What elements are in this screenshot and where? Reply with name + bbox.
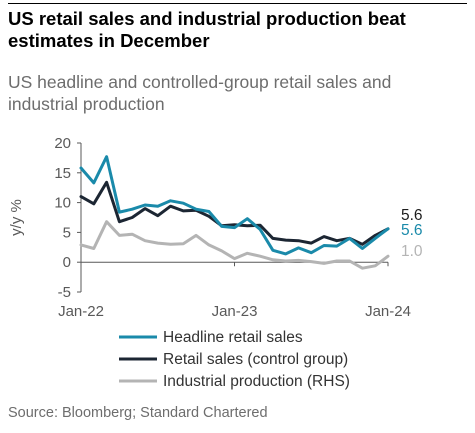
legend-label-2: Industrial production (RHS) xyxy=(163,373,350,390)
chart-subtitle: US headline and controlled-group retail … xyxy=(8,72,392,114)
source-note: Source: Bloomberg; Standard Chartered xyxy=(8,405,268,421)
y-tick-label: 10 xyxy=(54,195,71,212)
y-axis-label: y/y % xyxy=(8,199,25,236)
chart-title: US retail sales and industrial productio… xyxy=(8,8,406,51)
y-tick-label: -5 xyxy=(58,284,71,301)
series-end-label-1: 5.6 xyxy=(401,207,423,224)
legend-label-0: Headline retail sales xyxy=(163,329,303,346)
legend-label-1: Retail sales (control group) xyxy=(163,351,348,368)
y-tick-label: 20 xyxy=(54,135,71,152)
x-tick-label: Jan-24 xyxy=(365,303,411,320)
series-end-label-0: 5.6 xyxy=(401,222,423,239)
y-tick-label: 15 xyxy=(54,165,71,182)
series-line-0 xyxy=(79,155,390,256)
y-tick-label: 0 xyxy=(63,254,71,271)
series-line-1 xyxy=(79,180,390,246)
line-chart: 20 15 10 5 0 -5 y/y % Jan-22 Jan-23 Jan-24 5.65.6 1… xyxy=(8,135,423,390)
top-rule xyxy=(8,3,467,4)
y-tick-label: 5 xyxy=(63,224,71,241)
x-tick-label: Jan-22 xyxy=(58,303,104,320)
series-end-label-2: 1.0 xyxy=(401,243,423,260)
x-tick-label: Jan-23 xyxy=(212,303,258,320)
series-line-2 xyxy=(79,220,390,270)
